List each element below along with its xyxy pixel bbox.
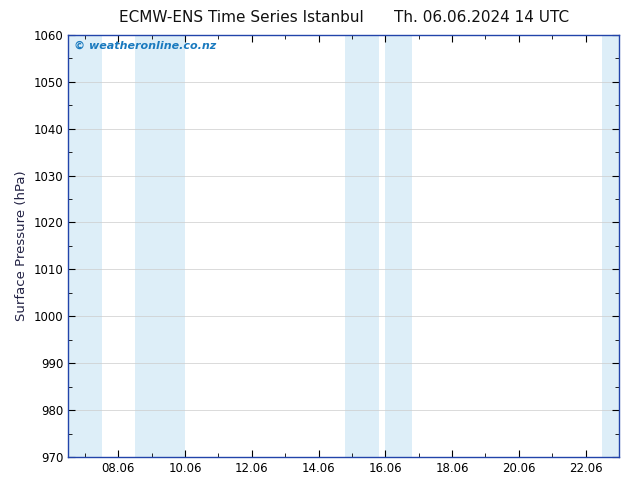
Text: © weatheronline.co.nz: © weatheronline.co.nz <box>74 41 216 51</box>
Bar <box>135 35 185 457</box>
Bar <box>385 35 412 457</box>
Bar <box>346 35 378 457</box>
Bar <box>68 35 101 457</box>
Y-axis label: Surface Pressure (hPa): Surface Pressure (hPa) <box>15 171 28 321</box>
Bar <box>602 35 619 457</box>
Text: ECMW-ENS Time Series Istanbul: ECMW-ENS Time Series Istanbul <box>119 10 363 25</box>
Text: Th. 06.06.2024 14 UTC: Th. 06.06.2024 14 UTC <box>394 10 569 25</box>
